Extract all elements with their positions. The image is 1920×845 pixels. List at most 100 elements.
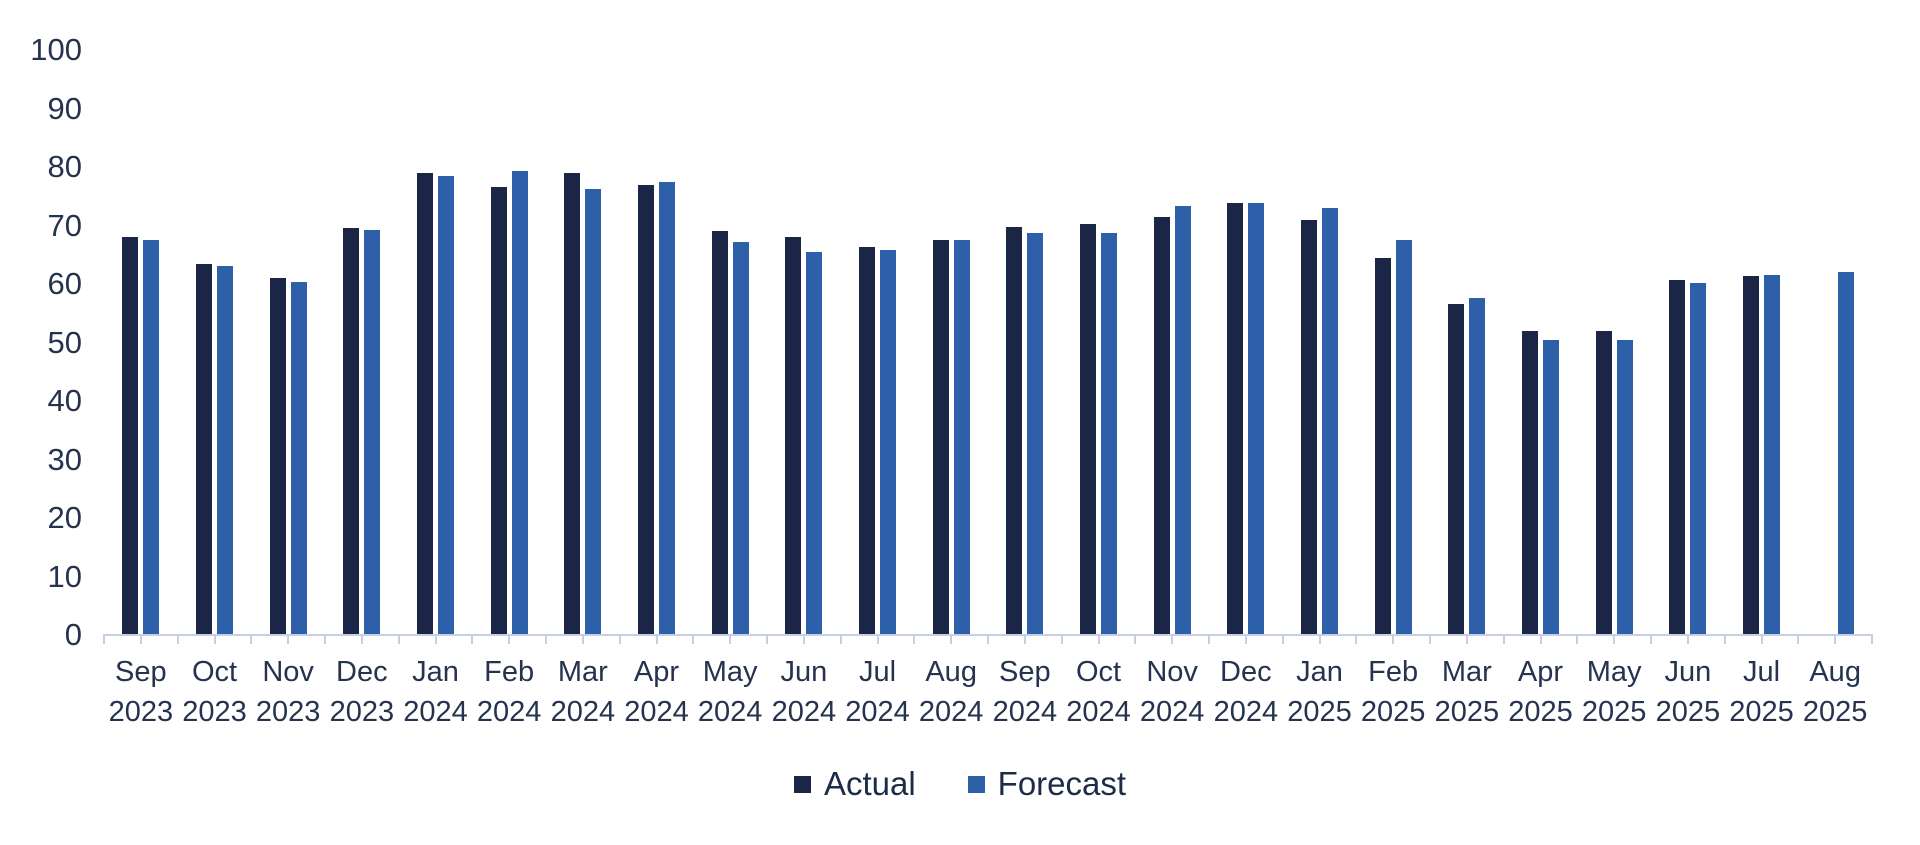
bar-actual-jan-2025 [1301,219,1317,635]
y-tick-label: 90 [47,90,82,126]
axis-tick [987,636,989,644]
axis-tick [618,636,621,644]
bar-actual-sep-2023 [122,237,139,635]
axis-tick [508,636,511,644]
x-tick-label-mar-2024: Mar 2024 [550,656,616,728]
bar-forecast-feb-2024 [511,170,528,635]
x-tick-label-nov-2024: Nov 2024 [1139,656,1205,728]
x-tick-label-jun-2025: Jun 2025 [1655,656,1721,728]
axis-tick [581,636,584,644]
bar-forecast-aug-2024 [953,239,970,635]
x-tick-label-jan-2025: Jan 2025 [1287,656,1352,728]
axis-tick [1171,636,1174,644]
bar-actual-jul-2025 [1743,275,1759,635]
legend-item-forecast: Forecast [967,765,1127,803]
bar-actual-may-2024 [711,231,728,635]
x-tick-label-jul-2024: Jul 2024 [845,656,910,728]
bar-forecast-aug-2025 [1837,272,1854,635]
bar-forecast-dec-2023 [364,230,381,635]
axis-tick [1650,636,1652,644]
legend-label-actual: Actual [823,765,916,802]
axis-tick [802,636,805,644]
x-tick-label-sep-2023: Sep 2023 [108,656,174,728]
axis-tick [1723,636,1726,644]
x-tick-label-aug-2024: Aug 2024 [918,656,984,728]
axis-tick [1539,636,1542,644]
legend-item-actual: Actual [793,765,916,803]
x-tick-label-dec-2023: Dec 2023 [329,656,395,728]
bar-forecast-nov-2024 [1174,205,1191,635]
bar-actual-feb-2025 [1374,257,1391,635]
bar-forecast-jun-2025 [1690,282,1707,635]
y-tick-label: 0 [64,617,82,652]
bar-forecast-dec-2024 [1248,203,1265,635]
x-tick-label-may-2024: May 2024 [697,656,763,728]
axis-tick [1429,636,1431,644]
bar-forecast-mar-2024 [585,188,602,635]
bar-forecast-jul-2024 [880,250,896,635]
x-tick-label-dec-2024: Dec 2024 [1213,656,1279,728]
y-tick-label: 10 [47,558,82,594]
bar-actual-jul-2024 [859,247,875,635]
axis-tick [1465,636,1468,644]
bar-forecast-sep-2024 [1027,232,1044,635]
axis-tick [545,636,547,644]
axis-tick [729,636,732,644]
axis-tick [1613,636,1616,644]
bar-actual-apr-2025 [1522,330,1538,635]
bar-forecast-jan-2024 [438,175,454,635]
axis-tick [176,636,179,644]
x-tick-label-apr-2025: Apr 2025 [1508,656,1573,728]
y-tick-label: 50 [47,324,82,360]
bar-forecast-feb-2025 [1395,239,1412,635]
axis-tick [839,636,842,644]
axis-tick [139,636,142,644]
axis-tick [1871,636,1873,644]
axis-tick [1576,636,1579,644]
bar-actual-oct-2024 [1080,223,1096,635]
axis-tick [766,636,768,644]
x-tick-label-may-2025: May 2025 [1581,656,1647,728]
forecast-swatch-icon [967,775,985,793]
x-tick-label-apr-2024: Apr 2024 [624,656,689,728]
axis-tick [1686,636,1689,644]
bar-forecast-jan-2025 [1322,207,1338,635]
bar-actual-jun-2025 [1669,280,1686,635]
axis-tick [913,636,916,644]
bar-actual-sep-2024 [1006,226,1023,635]
y-tick-label: 80 [47,149,82,184]
legend-label-forecast: Forecast [997,765,1127,802]
axis-tick [213,636,216,644]
axis-tick [1208,636,1210,644]
bar-forecast-oct-2024 [1101,232,1117,635]
axis-tick [950,636,953,644]
axis-tick [103,636,105,644]
y-tick-label: 60 [47,266,82,301]
axis-tick [692,636,695,644]
bar-actual-dec-2024 [1227,203,1244,635]
axis-tick [1797,636,1800,644]
bar-forecast-mar-2025 [1469,298,1486,635]
axis-tick [1097,636,1100,644]
axis-tick [655,636,658,644]
x-tick-label-oct-2024: Oct 2024 [1066,656,1131,728]
axis-tick [1023,636,1026,644]
x-tick-label-aug-2025: Aug 2025 [1802,656,1868,728]
bar-actual-oct-2023 [196,263,212,635]
bar-forecast-nov-2023 [290,282,307,635]
bar-forecast-may-2024 [732,241,749,635]
bar-actual-nov-2024 [1153,216,1170,635]
axis-tick [1355,636,1358,644]
x-tick-label-oct-2023: Oct 2023 [182,656,247,728]
axis-tick [876,636,879,644]
bar-actual-aug-2024 [932,240,949,635]
axis-tick [1502,636,1505,644]
bar-actual-mar-2024 [564,172,581,635]
axis-tick [1281,636,1284,644]
axis-tick [250,636,253,644]
bar-forecast-jul-2025 [1764,274,1780,635]
bar-forecast-sep-2023 [143,240,160,635]
axis-tick [434,636,437,644]
x-tick-label-feb-2024: Feb 2024 [476,656,542,728]
y-tick-label: 70 [47,207,82,243]
